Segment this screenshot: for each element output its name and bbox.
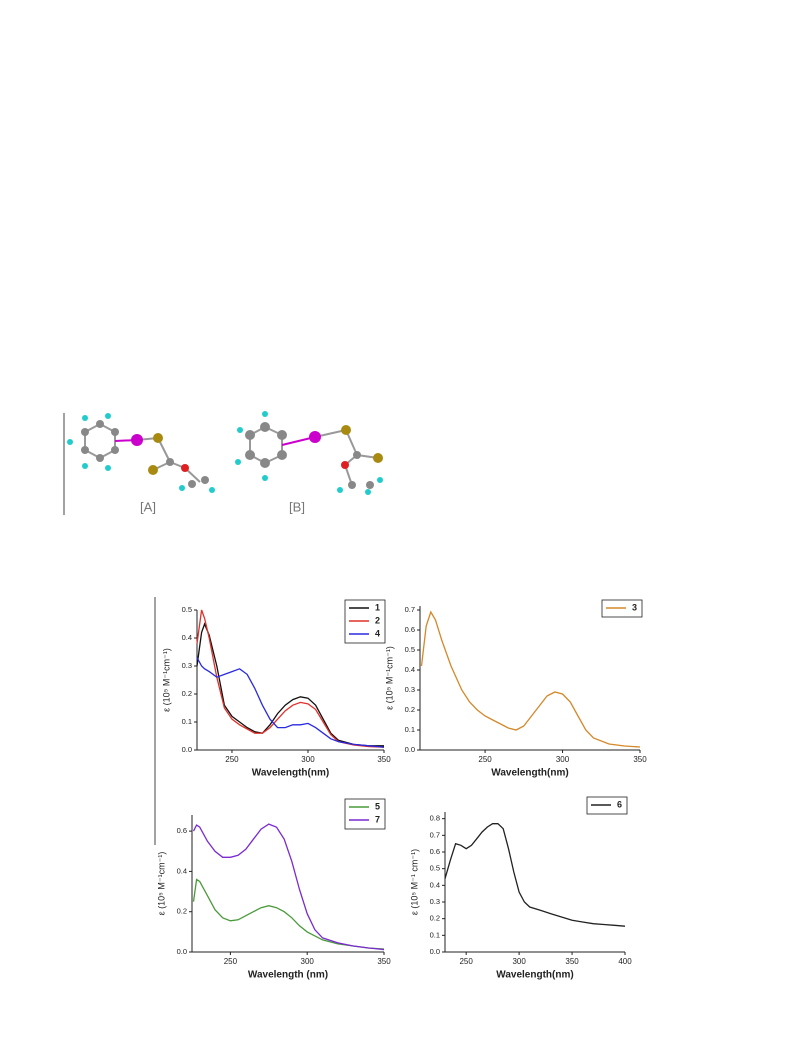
molecule-a xyxy=(67,413,215,493)
x-tick-label: 300 xyxy=(301,957,315,966)
legend-label: 3 xyxy=(632,602,637,612)
y-tick-label: 0.8 xyxy=(430,814,440,823)
x-tick-label: 350 xyxy=(377,957,391,966)
x-axis-label: Wavelength (nm) xyxy=(248,970,328,981)
x-tick-label: 250 xyxy=(459,957,473,966)
line-series xyxy=(196,622,384,747)
y-tick-label: 0.5 xyxy=(405,645,415,654)
y-tick-label: 0.2 xyxy=(182,689,192,698)
x-tick-label: 350 xyxy=(633,755,647,764)
y-tick-label: 0.1 xyxy=(430,930,440,939)
y-tick-label: 0.3 xyxy=(182,661,192,670)
legend-label: 4 xyxy=(375,628,380,638)
x-tick-label: 350 xyxy=(565,957,579,966)
x-tick-label: 400 xyxy=(618,957,632,966)
x-tick-label: 350 xyxy=(377,755,391,764)
line-series xyxy=(192,823,385,951)
x-tick-label: 250 xyxy=(478,755,492,764)
line-series xyxy=(196,657,385,748)
y-tick-label: 0.6 xyxy=(177,826,187,835)
y-axis-label: ε (10⁵ M⁻¹cm⁻¹) xyxy=(161,648,171,712)
figure-label: [A] xyxy=(140,499,156,514)
y-tick-label: 0.4 xyxy=(430,880,440,889)
x-tick-label: 250 xyxy=(224,957,238,966)
line-series xyxy=(420,610,641,748)
y-tick-label: 0.5 xyxy=(182,605,192,614)
legend-box xyxy=(344,798,386,830)
legend-label: 6 xyxy=(617,799,622,809)
y-tick-label: 0.3 xyxy=(430,897,440,906)
y-tick-label: 0.0 xyxy=(405,745,415,754)
y-tick-label: 0.2 xyxy=(430,914,440,923)
y-tick-label: 0.5 xyxy=(430,864,440,873)
y-tick-label: 0.2 xyxy=(177,907,187,916)
figure-label: [B] xyxy=(289,499,305,514)
x-tick-label: 300 xyxy=(301,755,315,764)
y-axis-label: ε (10⁵ M⁻¹cm⁻¹) xyxy=(156,852,166,916)
x-tick-label: 300 xyxy=(556,755,570,764)
molecule-b xyxy=(235,411,383,495)
y-tick-label: 0.3 xyxy=(405,685,415,694)
y-tick-label: 0.6 xyxy=(430,847,440,856)
x-axis-label: Wavelength(nm) xyxy=(496,970,573,981)
y-tick-label: 0.7 xyxy=(405,605,415,614)
line-series xyxy=(444,823,626,927)
x-axis-label: Wavelength(nm) xyxy=(252,768,329,779)
y-tick-label: 0.0 xyxy=(430,947,440,956)
y-axis-label: ε (10⁵ M⁻¹ cm⁻¹) xyxy=(409,849,419,915)
legend-label: 1 xyxy=(375,602,380,612)
y-tick-label: 0.2 xyxy=(405,705,415,714)
y-tick-label: 0.4 xyxy=(182,633,192,642)
y-tick-label: 0.1 xyxy=(405,725,415,734)
y-tick-label: 0.4 xyxy=(405,665,415,674)
y-tick-label: 0.6 xyxy=(405,625,415,634)
y-axis-label: ε (10⁵ M⁻¹cm⁻¹) xyxy=(384,646,394,710)
legend-label: 7 xyxy=(375,814,380,824)
y-tick-label: 0.0 xyxy=(177,947,187,956)
legend-label: 5 xyxy=(375,801,380,811)
legend-label: 2 xyxy=(375,615,380,625)
x-axis-label: Wavelength(nm) xyxy=(491,768,568,779)
x-tick-label: 300 xyxy=(512,957,526,966)
line-series xyxy=(192,878,385,950)
y-tick-label: 0.1 xyxy=(182,717,192,726)
y-tick-label: 0.7 xyxy=(430,830,440,839)
x-tick-label: 250 xyxy=(225,755,239,764)
y-tick-label: 0.0 xyxy=(182,745,192,754)
y-tick-label: 0.4 xyxy=(177,866,187,875)
